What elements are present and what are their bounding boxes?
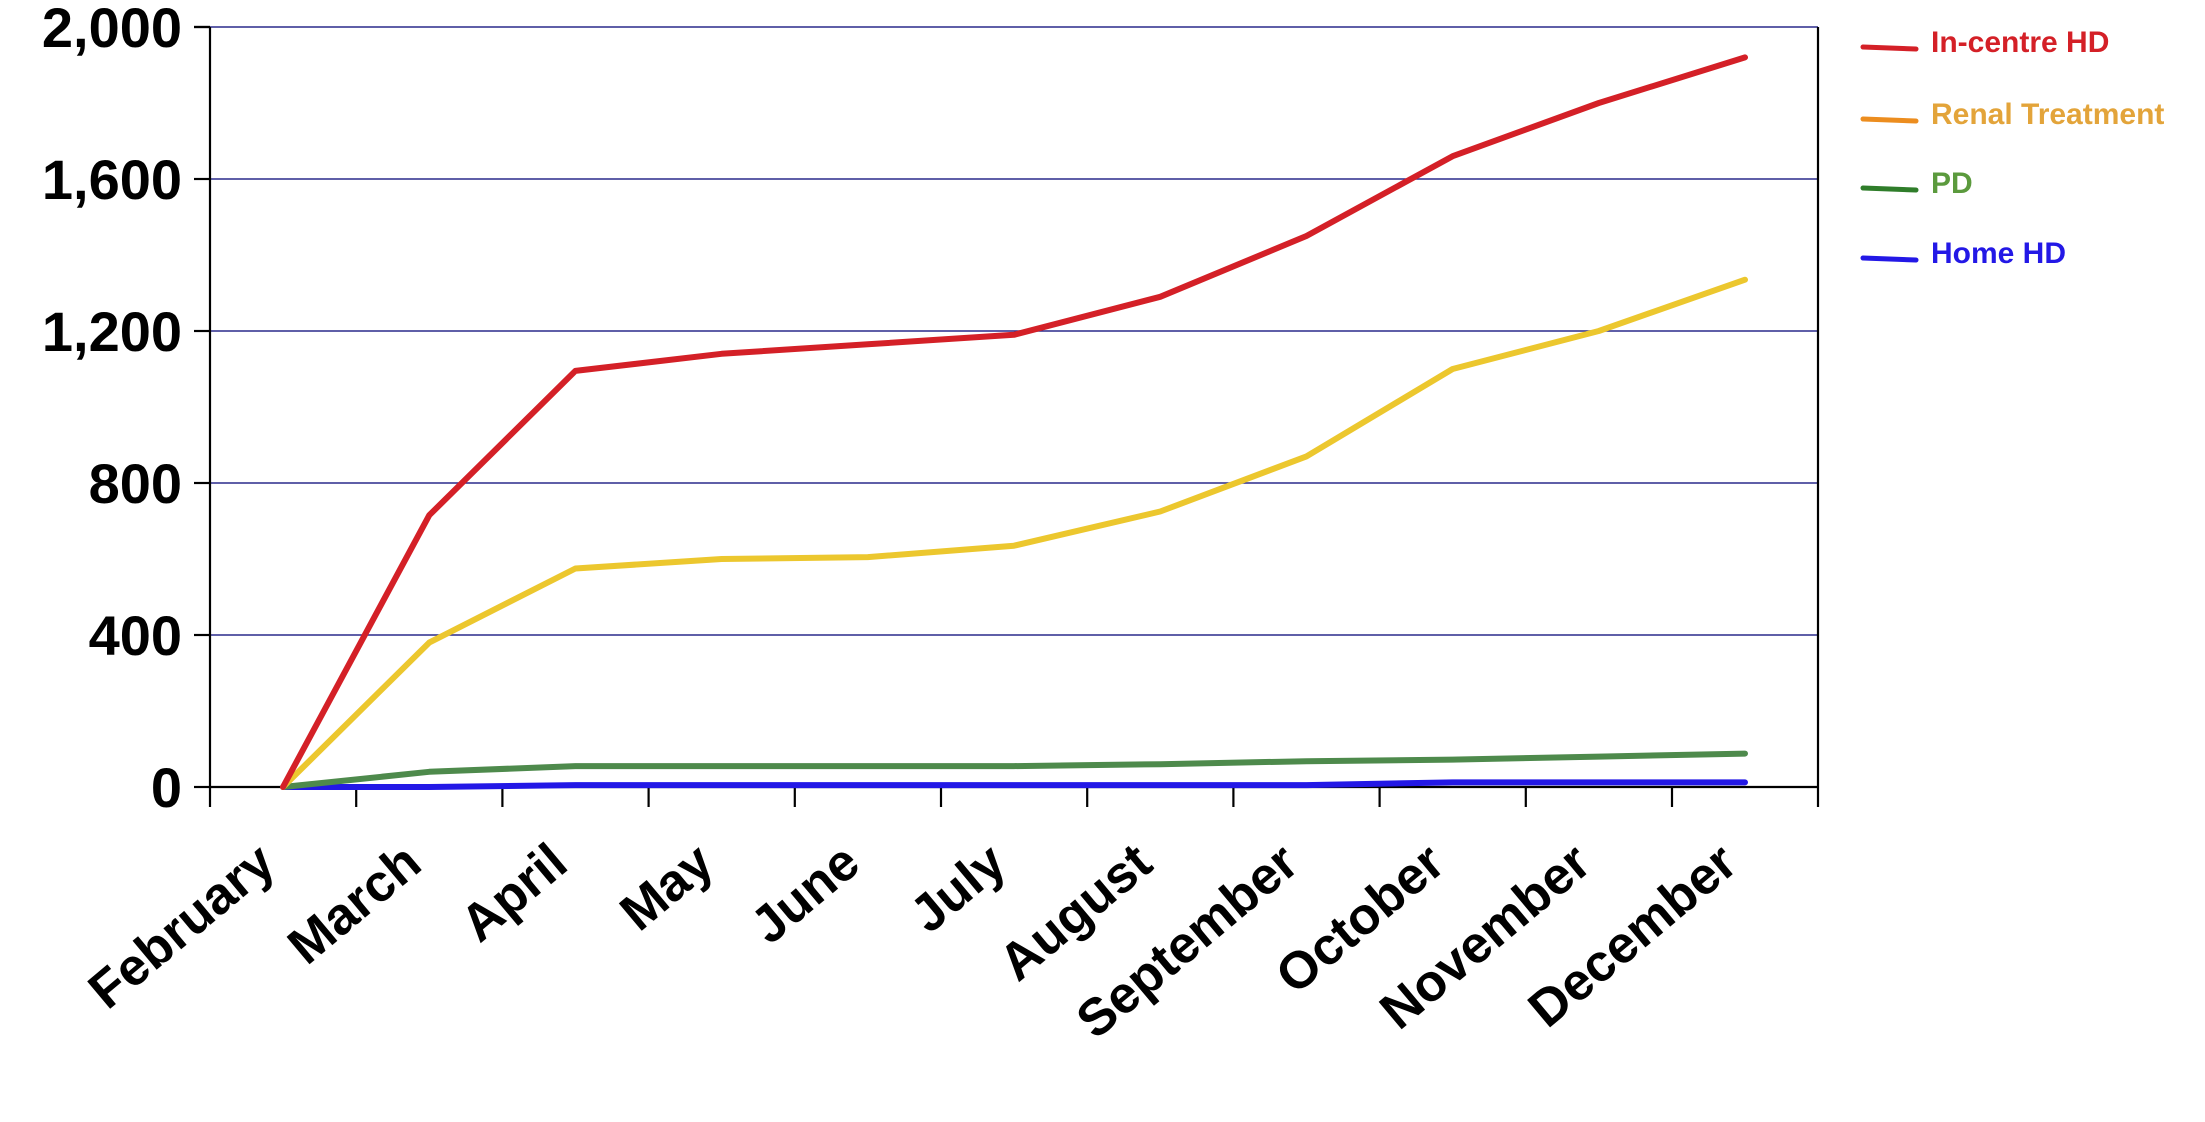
legend-swatch	[1860, 255, 1919, 263]
series-line-home-hd	[280, 779, 1748, 790]
y-tick-label: 1,200	[42, 300, 182, 363]
x-tick-label: March	[277, 833, 432, 976]
x-tick-label: February	[78, 833, 286, 1021]
y-tick-label: 2,000	[42, 0, 182, 59]
legend-swatch	[1860, 116, 1919, 124]
y-tick-label: 400	[89, 604, 182, 667]
axes	[194, 25, 1820, 807]
legend-label: PD	[1931, 167, 1973, 200]
gridlines	[210, 26, 1818, 636]
series-line-renal-treatment	[280, 276, 1748, 790]
y-tick-label: 800	[89, 452, 182, 515]
legend: In-centre HD Renal Treatment PD Home HD	[1860, 26, 2164, 270]
series-line-pd	[280, 750, 1748, 790]
legend-swatch	[1860, 44, 1919, 52]
series-lines	[280, 54, 1748, 790]
y-axis-ticks: 0 400 800 1,200 1,600 2,000	[42, 0, 210, 819]
x-tick-label: July	[900, 833, 1017, 944]
legend-swatch	[1860, 185, 1919, 193]
x-tick-label: April	[450, 833, 578, 954]
y-tick-label: 1,600	[42, 148, 182, 211]
legend-label: In-centre HD	[1931, 26, 2109, 59]
y-tick-label: 0	[151, 756, 182, 819]
legend-label: Renal Treatment	[1931, 98, 2164, 131]
series-line-in-centre-hd	[280, 54, 1748, 790]
x-tick-label: June	[740, 833, 870, 955]
x-tick-label: May	[610, 833, 725, 943]
legend-label: Home HD	[1931, 237, 2066, 270]
